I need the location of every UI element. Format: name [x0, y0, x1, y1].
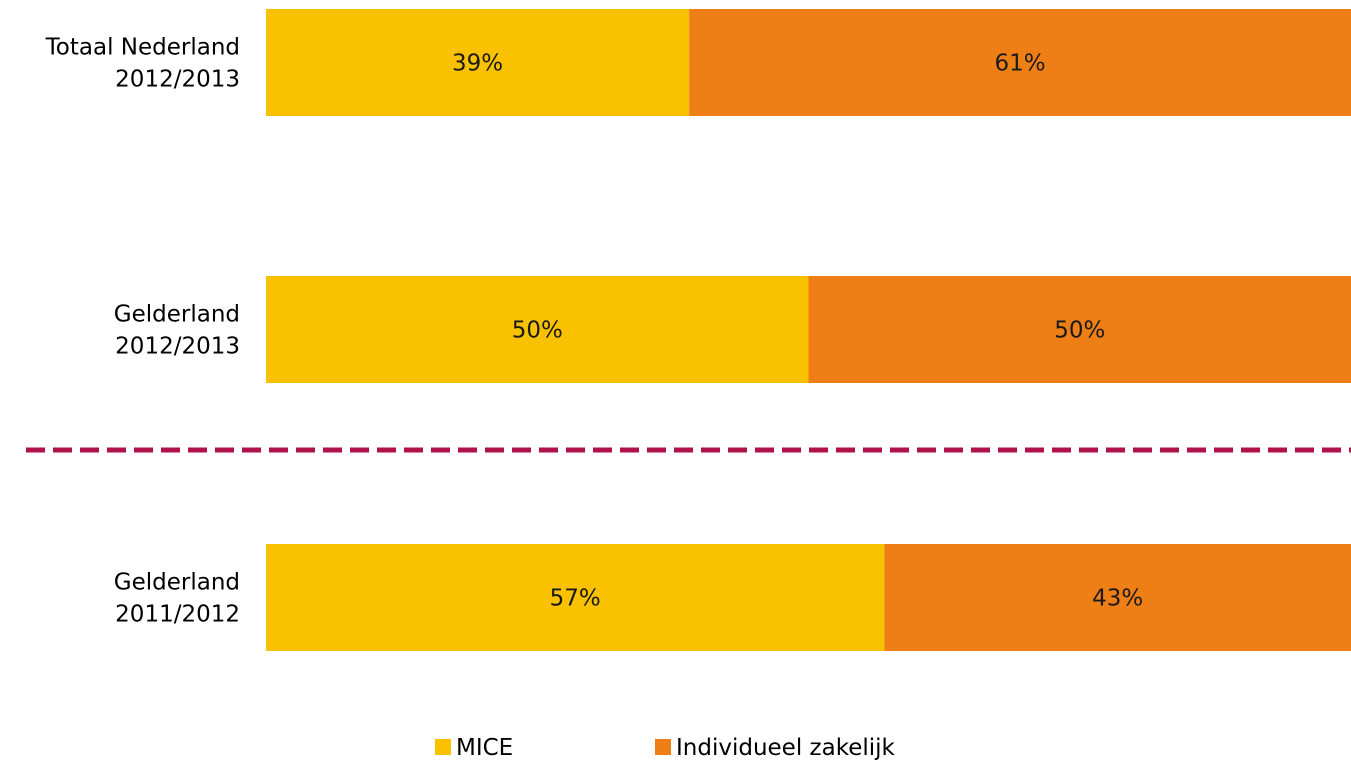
bar-segment-mice-1 — [266, 276, 809, 383]
data-label-individueel-zakelijk-0: 61% — [995, 51, 1046, 77]
bar-segment-mice-0 — [266, 9, 690, 116]
category-label-1-line-0: Gelderland — [114, 302, 240, 328]
category-label-1-line-1: 2012/2013 — [115, 334, 240, 360]
bar-segment-individueel-zakelijk-0 — [689, 9, 1351, 116]
data-label-mice-2: 57% — [550, 586, 601, 612]
bar-segment-individueel-zakelijk-1 — [808, 276, 1351, 383]
category-label-2-line-0: Gelderland — [114, 570, 240, 596]
legend-label-individueel-zakelijk: Individueel zakelijk — [676, 735, 896, 761]
legend-swatch-mice — [435, 739, 451, 755]
data-label-mice-1: 50% — [512, 318, 563, 344]
bar-segment-mice-2 — [266, 544, 885, 651]
legend-label-mice: MICE — [456, 735, 513, 761]
bars-layer: 39% 61% 50% 50% 57% 43% — [266, 9, 1351, 651]
legend-swatch-individueel-zakelijk — [655, 739, 671, 755]
category-label-0-line-0: Totaal Nederland — [45, 35, 240, 61]
category-label-0-line-1: 2012/2013 — [115, 67, 240, 93]
data-label-individueel-zakelijk-2: 43% — [1092, 586, 1143, 612]
data-label-mice-0: 39% — [452, 51, 503, 77]
category-label-2-line-1: 2011/2012 — [115, 602, 240, 628]
category-labels-layer: Totaal Nederland 2012/2013 Gelderland 2012/… — [45, 35, 240, 628]
legend: MICE Individueel zakelijk — [435, 735, 896, 761]
bar-segment-individueel-zakelijk-2 — [884, 544, 1351, 651]
data-label-individueel-zakelijk-1: 50% — [1054, 318, 1105, 344]
